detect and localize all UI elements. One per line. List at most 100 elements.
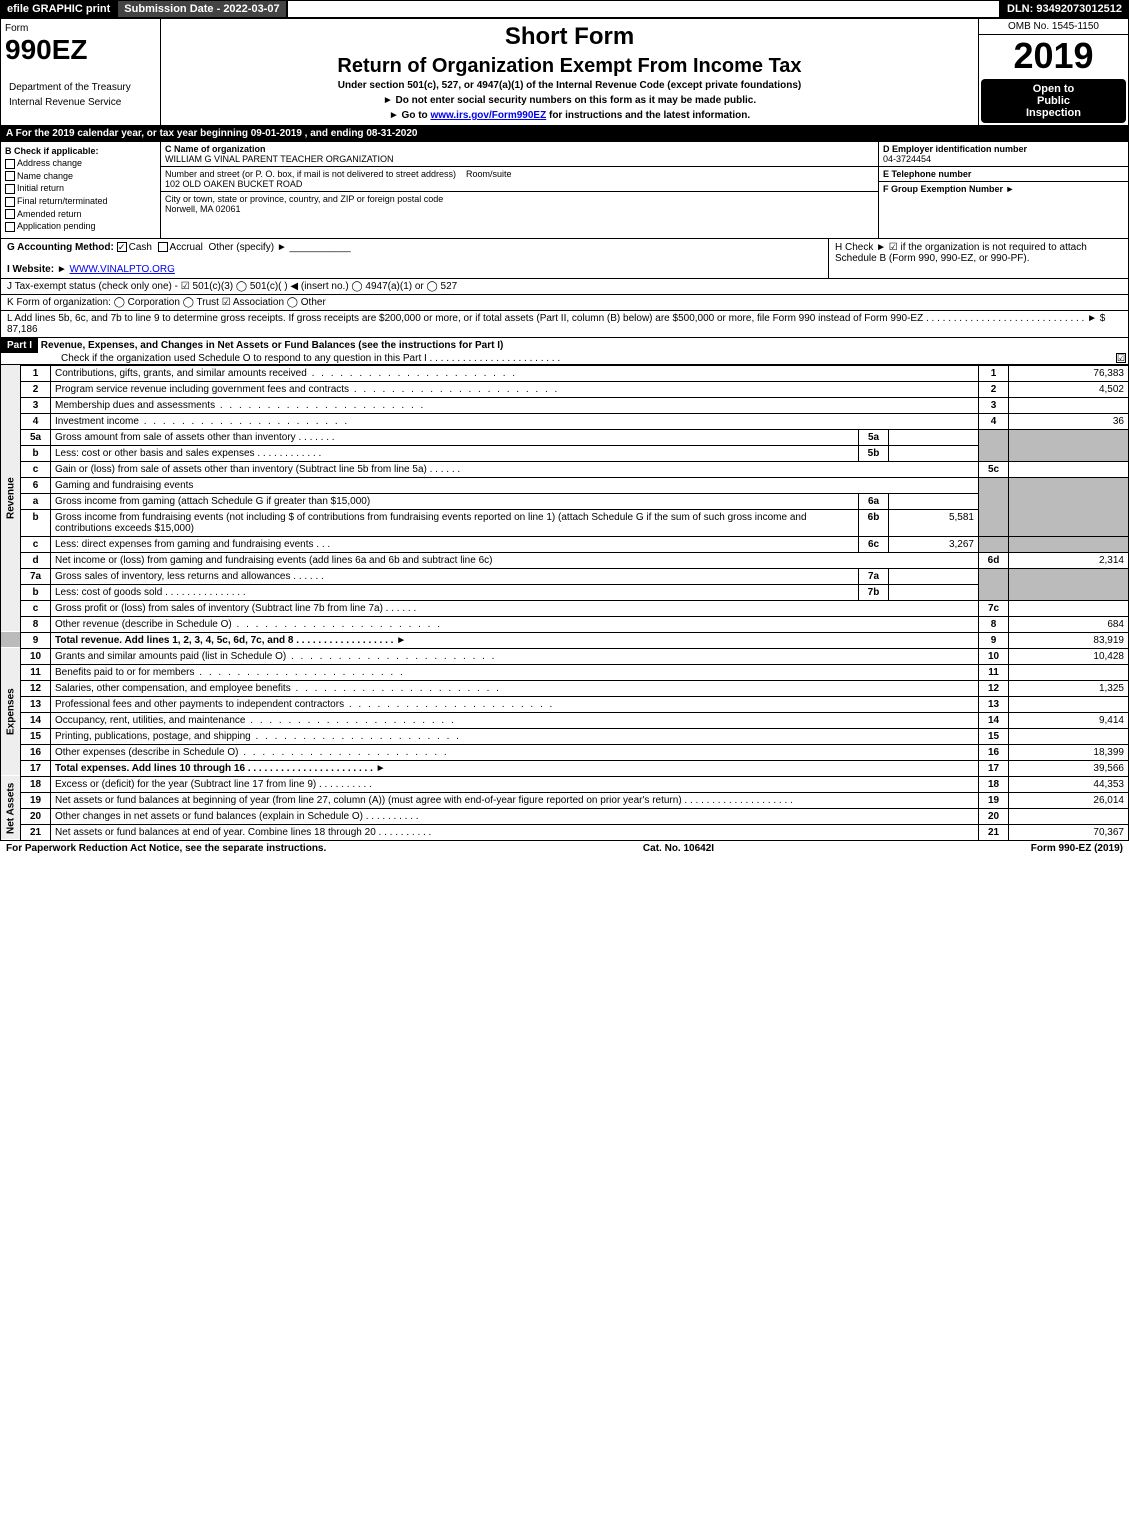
part1-checkbox[interactable]: ☑ xyxy=(1116,353,1126,363)
block-def: D Employer identification number 04-3724… xyxy=(878,142,1128,238)
ln5c-code: 5c xyxy=(979,461,1009,477)
org-street: 102 OLD OAKEN BUCKET ROAD xyxy=(165,179,302,189)
ln6d-amt: 2,314 xyxy=(1009,552,1129,568)
ln7a-sub: 7a xyxy=(859,568,889,584)
ln5c-desc: Gain or (loss) from sale of assets other… xyxy=(55,464,427,475)
ln19-amt: 26,014 xyxy=(1009,792,1129,808)
grey-7-amt xyxy=(1009,568,1129,600)
ln4-num: 4 xyxy=(21,413,51,429)
efile-print-label[interactable]: efile GRAPHIC print xyxy=(0,0,117,18)
ln10-amt: 10,428 xyxy=(1009,648,1129,664)
ln2-desc: Program service revenue including govern… xyxy=(55,384,349,395)
expenses-side-label: Expenses xyxy=(1,648,21,776)
ln6a-num: a xyxy=(21,493,51,509)
ln7b-desc: Less: cost of goods sold xyxy=(55,587,162,598)
ln21-num: 21 xyxy=(21,824,51,840)
ln18-desc: Excess or (deficit) for the year (Subtra… xyxy=(55,779,316,790)
ln16-desc: Other expenses (describe in Schedule O) xyxy=(55,747,238,758)
cb-address-change[interactable]: Address change xyxy=(5,158,156,169)
ln11-num: 11 xyxy=(21,664,51,680)
website-link[interactable]: WWW.VINALPTO.ORG xyxy=(70,264,175,275)
ln19-code: 19 xyxy=(979,792,1009,808)
cb-amended-return[interactable]: Amended return xyxy=(5,209,156,220)
irs-link[interactable]: www.irs.gov/Form990EZ xyxy=(430,110,546,121)
c-street-label: Number and street (or P. O. box, if mail… xyxy=(165,169,456,179)
ln8-num: 8 xyxy=(21,616,51,632)
ln10-desc: Grants and similar amounts paid (list in… xyxy=(55,651,286,662)
omb-number: OMB No. 1545-1150 xyxy=(979,19,1128,35)
ln6b-desc: Gross income from fundraising events (no… xyxy=(51,509,859,536)
ln4-amt: 36 xyxy=(1009,413,1129,429)
dln-label: DLN: 93492073012512 xyxy=(1000,0,1129,18)
ln20-amt xyxy=(1009,808,1129,824)
footer-left: For Paperwork Reduction Act Notice, see … xyxy=(6,843,326,854)
ln21-code: 21 xyxy=(979,824,1009,840)
ln2-num: 2 xyxy=(21,381,51,397)
form-label: Form xyxy=(5,23,156,34)
ln17-num: 17 xyxy=(21,760,51,776)
ssn-notice: ► Do not enter social security numbers o… xyxy=(169,95,970,106)
ln9-amt: 83,919 xyxy=(1009,632,1129,648)
ln13-num: 13 xyxy=(21,696,51,712)
grey-5 xyxy=(979,429,1009,461)
cb-accrual[interactable] xyxy=(158,242,168,252)
ln7b-num: b xyxy=(21,584,51,600)
block-c: C Name of organization WILLIAM G VINAL P… xyxy=(161,142,878,238)
ln6a-desc: Gross income from gaming (attach Schedul… xyxy=(51,493,859,509)
part1-check-text: Check if the organization used Schedule … xyxy=(61,353,560,364)
ln12-code: 12 xyxy=(979,680,1009,696)
page-footer: For Paperwork Reduction Act Notice, see … xyxy=(0,841,1129,856)
ln18-amt: 44,353 xyxy=(1009,776,1129,792)
ln21-amt: 70,367 xyxy=(1009,824,1129,840)
row-gh: G Accounting Method: ✓Cash Accrual Other… xyxy=(0,239,1129,279)
org-city: Norwell, MA 02061 xyxy=(165,204,241,214)
row-j: J Tax-exempt status (check only one) - ☑… xyxy=(0,279,1129,295)
cb-cash[interactable]: ✓ xyxy=(117,242,127,252)
dept-irs: Internal Revenue Service xyxy=(5,95,156,110)
open-line3: Inspection xyxy=(985,107,1122,119)
ln14-code: 14 xyxy=(979,712,1009,728)
ln14-num: 14 xyxy=(21,712,51,728)
part1-label: Part I xyxy=(1,338,38,353)
ln5b-desc: Less: cost or other basis and sales expe… xyxy=(55,448,255,459)
ln13-amt xyxy=(1009,696,1129,712)
part1-header: Part I Revenue, Expenses, and Changes in… xyxy=(0,338,1129,365)
ln18-num: 18 xyxy=(21,776,51,792)
goto-pre: ► Go to xyxy=(389,110,431,121)
net-assets-side-label: Net Assets xyxy=(1,776,21,840)
ln16-num: 16 xyxy=(21,744,51,760)
ln3-desc: Membership dues and assessments xyxy=(55,400,215,411)
i-website-label: I Website: ► xyxy=(7,264,67,275)
ln1-num: 1 xyxy=(21,365,51,381)
cb-application-pending[interactable]: Application pending xyxy=(5,221,156,232)
g-label: G Accounting Method: xyxy=(7,242,114,253)
ln5c-num: c xyxy=(21,461,51,477)
cb-final-return[interactable]: Final return/terminated xyxy=(5,196,156,207)
ln1-desc: Contributions, gifts, grants, and simila… xyxy=(55,368,307,379)
ln3-code: 3 xyxy=(979,397,1009,413)
ln6b-subval: 5,581 xyxy=(889,509,979,536)
ln2-code: 2 xyxy=(979,381,1009,397)
top-bar: efile GRAPHIC print Submission Date - 20… xyxy=(0,0,1129,18)
ln5b-subval xyxy=(889,445,979,461)
ln15-amt xyxy=(1009,728,1129,744)
cb-name-change[interactable]: Name change xyxy=(5,171,156,182)
ln7a-desc: Gross sales of inventory, less returns a… xyxy=(55,571,290,582)
ln9-num: 9 xyxy=(21,632,51,648)
c-room-label: Room/suite xyxy=(466,169,512,179)
ln5b-num: b xyxy=(21,445,51,461)
grey-6-amt xyxy=(1009,477,1129,536)
ln1-amt: 76,383 xyxy=(1009,365,1129,381)
ln6-num: 6 xyxy=(21,477,51,493)
l-text: L Add lines 5b, 6c, and 7b to line 9 to … xyxy=(7,313,1097,324)
cb-initial-return[interactable]: Initial return xyxy=(5,183,156,194)
revenue-side-label: Revenue xyxy=(1,365,21,632)
ln6b-sub: 6b xyxy=(859,509,889,536)
g-other: Other (specify) ► xyxy=(208,242,286,253)
ln7a-num: 7a xyxy=(21,568,51,584)
ln6-desc: Gaming and fundraising events xyxy=(51,477,979,493)
ln6b-num: b xyxy=(21,509,51,536)
ln7c-desc: Gross profit or (loss) from sales of inv… xyxy=(55,603,383,614)
ln14-amt: 9,414 xyxy=(1009,712,1129,728)
open-line2: Public xyxy=(985,95,1122,107)
